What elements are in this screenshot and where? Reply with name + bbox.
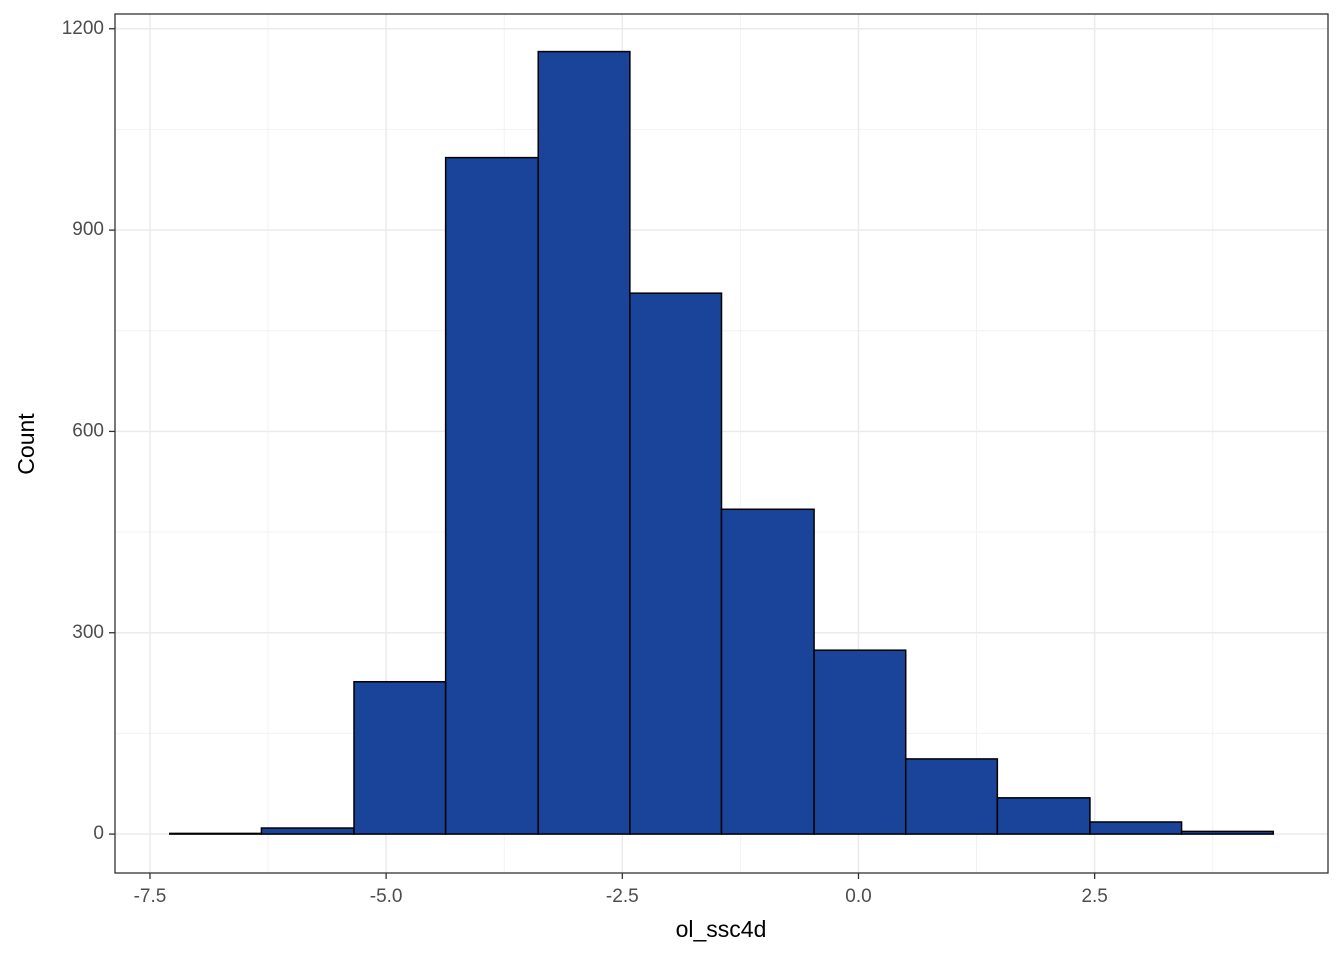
bar <box>996 797 1091 835</box>
bar <box>720 508 815 835</box>
x-tick-label: 2.5 <box>1081 886 1107 907</box>
bar <box>629 292 723 835</box>
x-tick-label: -2.5 <box>606 886 639 907</box>
bar <box>169 832 263 835</box>
x-axis-title: ol_ssc4d <box>676 916 767 942</box>
y-tick-label: 1200 <box>62 18 104 39</box>
y-tick-label: 0 <box>93 823 104 844</box>
bar <box>904 758 999 835</box>
bar <box>444 156 539 835</box>
x-tick-label: 0.0 <box>845 886 871 907</box>
y-tick-label: 300 <box>72 622 104 643</box>
y-tick-label: 600 <box>72 420 104 441</box>
x-tick-label: -5.0 <box>370 886 403 907</box>
bar <box>260 827 355 835</box>
bar <box>1089 821 1183 835</box>
bar <box>353 680 447 835</box>
bar <box>1180 830 1274 835</box>
panel-border <box>114 13 1329 874</box>
y-axis-title: Count <box>13 413 39 475</box>
y-tick-label: 900 <box>72 219 104 240</box>
bar <box>537 50 631 835</box>
x-tick-label: -7.5 <box>134 886 167 907</box>
bar <box>813 649 907 835</box>
